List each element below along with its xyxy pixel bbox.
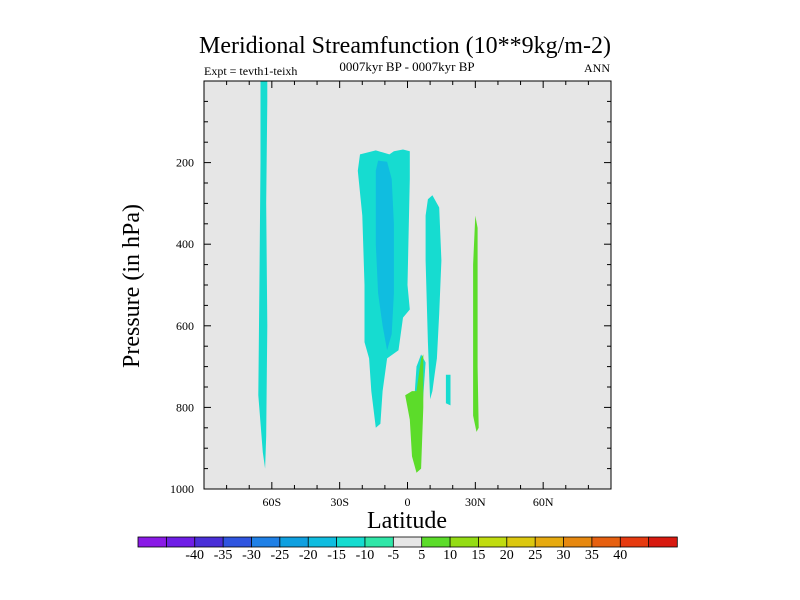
colorbar-label: 40 (613, 548, 627, 563)
y-tick-label: 400 (176, 237, 194, 251)
colorbar-label: 25 (528, 548, 542, 563)
colorbar-label: -30 (242, 548, 261, 563)
y-tick-label: 800 (176, 400, 194, 414)
colorbar-swatch (421, 536, 451, 548)
colorbar-swatch (563, 536, 593, 548)
colorbar-swatch (591, 536, 621, 548)
colorbar-swatch (137, 536, 168, 548)
colorbar-label: -20 (299, 548, 318, 563)
colorbar-swatch (307, 536, 338, 548)
colorbar-label: 15 (471, 548, 485, 563)
y-axis-label: Pressure (in hPa) (119, 204, 145, 368)
colorbar-label: 5 (418, 548, 425, 563)
colorbar-swatch (194, 536, 224, 548)
contour-region-sh-polar-column (258, 81, 268, 469)
contour-region-eq-column (425, 195, 442, 400)
colorbar-swatch (251, 536, 281, 548)
colorbar-label: -35 (214, 548, 233, 563)
y-tick-label: 200 (176, 156, 194, 170)
colorbar: -40 -35 -30 -25 -20 -15 -10 -5 5 10 15 20 25 30 35 40 (137, 536, 678, 563)
colorbar-swatch (336, 536, 366, 548)
colorbar-label: -10 (356, 548, 375, 563)
colorbar-swatch (222, 536, 253, 548)
contour-regions (258, 81, 479, 473)
colorbar-label: -15 (327, 548, 346, 563)
x-tick-label: 60N (533, 495, 554, 509)
x-axis-label: Latitude (367, 508, 447, 534)
colorbar-swatch (392, 536, 423, 548)
colorbar-label: 10 (443, 548, 457, 563)
experiment-label: Expt = tevth1-teixh (204, 64, 297, 78)
colorbar-swatch (364, 536, 395, 548)
colorbar-label: -5 (387, 548, 399, 563)
colorbar-swatch (165, 536, 196, 548)
colorbar-swatch (449, 536, 480, 548)
season-label: ANN (584, 61, 610, 75)
chart-title: Meridional Streamfunction (10**9kg/m-2) (199, 33, 611, 59)
contour-region-nh-positive-blob (405, 354, 424, 473)
colorbar-swatch (648, 536, 678, 548)
colorbar-swatch (619, 536, 650, 548)
colorbar-swatch (534, 536, 565, 548)
contour-region-sh-cell-core (375, 160, 394, 351)
x-tick-label: 0 (405, 495, 411, 509)
axis-ticks: 60S 30S 0 30N 60N 200 400 600 800 1000 (170, 81, 611, 509)
contour-region-nh-positive-column (473, 215, 479, 432)
contour-region-eq-blob (445, 374, 451, 406)
chart-subtitle: 0007kyr BP - 0007kyr BP (339, 59, 474, 74)
colorbar-label: 35 (585, 548, 599, 563)
colorbar-swatch (478, 536, 508, 548)
y-tick-label: 600 (176, 319, 194, 333)
colorbar-label: -25 (270, 548, 289, 563)
colorbar-swatch (279, 536, 309, 548)
x-tick-label: 60S (262, 495, 281, 509)
colorbar-swatch (506, 536, 536, 548)
x-tick-label: 30N (465, 495, 486, 509)
colorbar-label: 20 (500, 548, 514, 563)
plot-frame (203, 80, 612, 490)
colorbar-label: 30 (557, 548, 571, 563)
x-tick-label: 30S (330, 495, 349, 509)
colorbar-label: -40 (185, 548, 204, 563)
y-tick-label: 1000 (170, 482, 194, 496)
